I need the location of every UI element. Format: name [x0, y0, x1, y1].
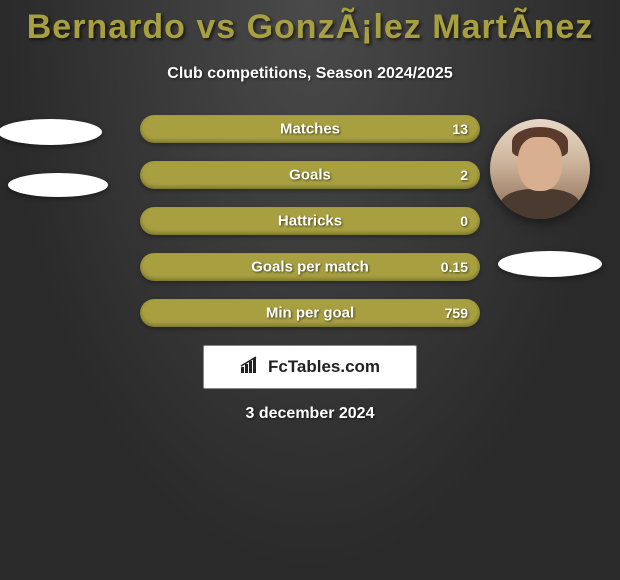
stat-value: 0	[460, 213, 468, 229]
ellipse-icon	[498, 251, 602, 277]
stat-label: Hattricks	[278, 213, 342, 230]
stat-value: 0.15	[441, 259, 468, 275]
logo-attribution[interactable]: FcTables.com	[203, 345, 417, 389]
stat-bar-matches: Matches 13	[140, 115, 480, 143]
date-text: 3 december 2024	[0, 405, 620, 423]
stat-value: 759	[445, 305, 468, 321]
stat-bar-goals-per-match: Goals per match 0.15	[140, 253, 480, 281]
avatar-icon	[490, 119, 590, 219]
logo-text: FcTables.com	[268, 357, 380, 377]
player-right-avatar	[490, 119, 590, 219]
stat-bar-min-per-goal: Min per goal 759	[140, 299, 480, 327]
stat-label: Goals per match	[251, 259, 369, 276]
stat-label: Matches	[280, 121, 340, 138]
stat-bar-goals: Goals 2	[140, 161, 480, 189]
comparison-title: Bernardo vs GonzÃ¡lez MartÃ­nez	[0, 0, 620, 47]
chart-bars-icon	[240, 356, 262, 379]
content-area: Matches 13 Goals 2 Hattricks 0 Goals per…	[0, 115, 620, 423]
stat-value: 13	[452, 121, 468, 137]
ellipse-icon	[0, 119, 102, 145]
stat-value: 2	[460, 167, 468, 183]
stats-container: Matches 13 Goals 2 Hattricks 0 Goals per…	[140, 115, 480, 327]
stat-bar-hattricks: Hattricks 0	[140, 207, 480, 235]
ellipse-icon	[8, 173, 108, 197]
stat-label: Goals	[289, 167, 331, 184]
stat-label: Min per goal	[266, 305, 354, 322]
season-subtitle: Club competitions, Season 2024/2025	[0, 65, 620, 83]
